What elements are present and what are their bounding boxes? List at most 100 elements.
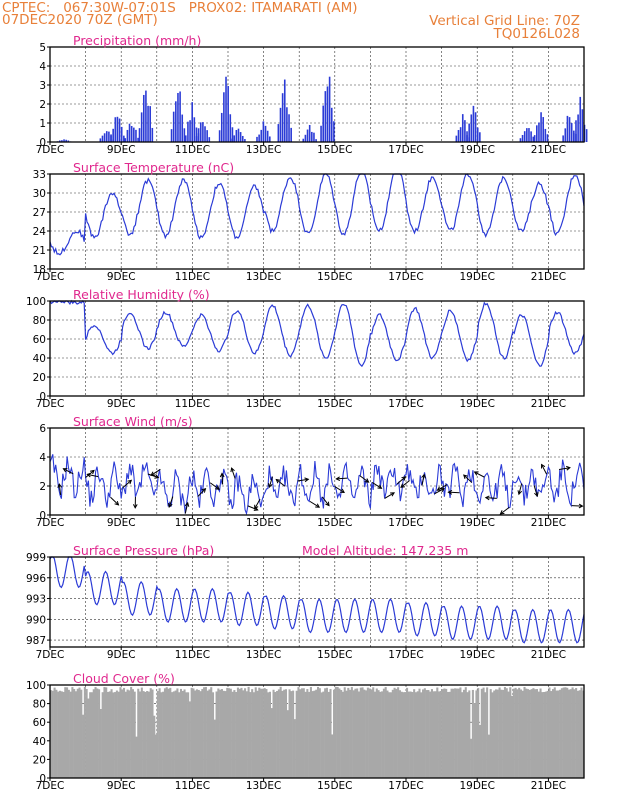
precip-bar bbox=[235, 130, 238, 142]
cloud-bar bbox=[229, 688, 232, 778]
wind-arrow bbox=[384, 492, 395, 499]
wind-arrow-head bbox=[517, 490, 523, 496]
cloud-bar bbox=[382, 688, 385, 778]
y-tick-label: 4 bbox=[39, 61, 46, 73]
cloud-bar bbox=[551, 689, 555, 778]
panel-frame bbox=[49, 173, 585, 270]
precip-bar bbox=[105, 131, 108, 142]
wind-arrow-head bbox=[499, 510, 505, 515]
y-tick-label: 60 bbox=[33, 717, 46, 729]
cloud-bar bbox=[306, 689, 309, 778]
cloud-bar bbox=[454, 688, 457, 778]
cloud-bar bbox=[459, 687, 462, 778]
cloud-bar bbox=[165, 687, 168, 778]
precip-bar bbox=[288, 114, 290, 142]
wind-arrow-head bbox=[340, 488, 345, 493]
x-tick-label: 17DEC bbox=[388, 398, 423, 410]
precip-bar bbox=[283, 79, 286, 142]
precip-bar bbox=[459, 127, 462, 142]
x-tick-label: 11DEC bbox=[175, 517, 210, 529]
cloud-bar bbox=[242, 690, 245, 778]
cloud-bar bbox=[203, 687, 206, 778]
precip-bar bbox=[61, 140, 63, 142]
cloud-bar bbox=[163, 688, 166, 778]
cloud-bar bbox=[151, 689, 154, 778]
precip-bar bbox=[204, 126, 206, 142]
precip-bar bbox=[202, 122, 204, 142]
cloud-bar bbox=[422, 689, 425, 778]
precip-bar bbox=[461, 114, 464, 142]
cloud-bar bbox=[140, 687, 143, 778]
y-tick-label: 60 bbox=[33, 334, 46, 346]
precip-bar bbox=[225, 76, 227, 142]
cloud-bar bbox=[309, 687, 312, 778]
cloud-bar bbox=[411, 692, 414, 778]
wind-arrow bbox=[541, 464, 548, 475]
cloud-bar bbox=[217, 688, 220, 778]
cloud-bar bbox=[87, 698, 90, 778]
cloud-bar bbox=[128, 690, 131, 778]
precip-bar bbox=[302, 138, 305, 142]
precip-bar bbox=[135, 129, 137, 142]
wind-arrow-head bbox=[447, 489, 453, 495]
x-tick-label: 15DEC bbox=[317, 649, 352, 661]
x-tick-label: 21DEC bbox=[531, 780, 566, 792]
wind-arrow bbox=[500, 506, 510, 515]
cloud-bar bbox=[187, 692, 190, 778]
cloud-bar bbox=[171, 692, 174, 778]
wind-arrow bbox=[571, 505, 583, 507]
header-line1: CPTEC: 067:30W-07:01S PROX02: ITAMARATI … bbox=[2, 0, 358, 16]
precip-bar bbox=[573, 132, 575, 142]
precip-bar bbox=[476, 127, 479, 142]
x-tick-label: 19DEC bbox=[459, 780, 494, 792]
model-altitude: Model Altitude: 147.235 m bbox=[302, 543, 468, 558]
cloud-bar bbox=[103, 687, 106, 778]
wind-arrow bbox=[147, 473, 159, 478]
precip-bar bbox=[570, 123, 573, 142]
x-tick-label: 9DEC bbox=[107, 398, 136, 410]
cloud-bar bbox=[277, 689, 280, 778]
cloud-bar bbox=[265, 689, 268, 778]
precip-bar bbox=[281, 93, 284, 142]
cloud-bar bbox=[514, 687, 517, 778]
cloud-bar bbox=[249, 692, 252, 778]
cloud-bar bbox=[160, 692, 163, 778]
precip-bar bbox=[474, 112, 477, 142]
precip-bar bbox=[308, 124, 311, 142]
cloud-bar bbox=[432, 691, 435, 778]
y-tick-label: 100 bbox=[26, 296, 46, 308]
cloud-bar bbox=[106, 691, 110, 778]
y-tick-label: 20 bbox=[33, 372, 46, 384]
x-tick-label: 9DEC bbox=[107, 780, 136, 792]
wind-arrow bbox=[336, 477, 348, 480]
cloud-bar bbox=[245, 691, 248, 778]
cloud-bar bbox=[121, 689, 124, 778]
precip-bar bbox=[530, 131, 532, 142]
precip-bar bbox=[114, 117, 117, 142]
precip-bar bbox=[206, 130, 208, 142]
precip-bar bbox=[264, 125, 267, 142]
cloud-bar bbox=[336, 687, 339, 778]
cloud-bar bbox=[414, 692, 417, 778]
x-tick-label: 19DEC bbox=[459, 517, 494, 529]
cloud-bar bbox=[176, 688, 179, 778]
cloud-bar bbox=[548, 687, 551, 778]
precip-bar bbox=[521, 134, 524, 142]
x-tick-label: 15DEC bbox=[317, 780, 352, 792]
cloud-bar bbox=[313, 690, 316, 778]
y-tick-label: 0 bbox=[39, 510, 46, 522]
cloud-bar bbox=[407, 691, 410, 778]
y-tick-label: 1 bbox=[39, 118, 46, 130]
wind-arrow-head bbox=[304, 477, 310, 483]
cloud-bar bbox=[409, 691, 412, 778]
cloud-bar bbox=[155, 734, 158, 778]
precip-bar bbox=[220, 112, 223, 142]
cloud-bar bbox=[135, 736, 138, 778]
cloud-bar bbox=[126, 689, 129, 778]
precip-bar bbox=[262, 121, 265, 142]
wind-arrow bbox=[371, 481, 382, 489]
cloud-bar bbox=[427, 690, 430, 778]
cloud-bar bbox=[443, 688, 446, 778]
wind-arrow-head bbox=[335, 476, 341, 482]
cloud-bar bbox=[122, 687, 126, 778]
